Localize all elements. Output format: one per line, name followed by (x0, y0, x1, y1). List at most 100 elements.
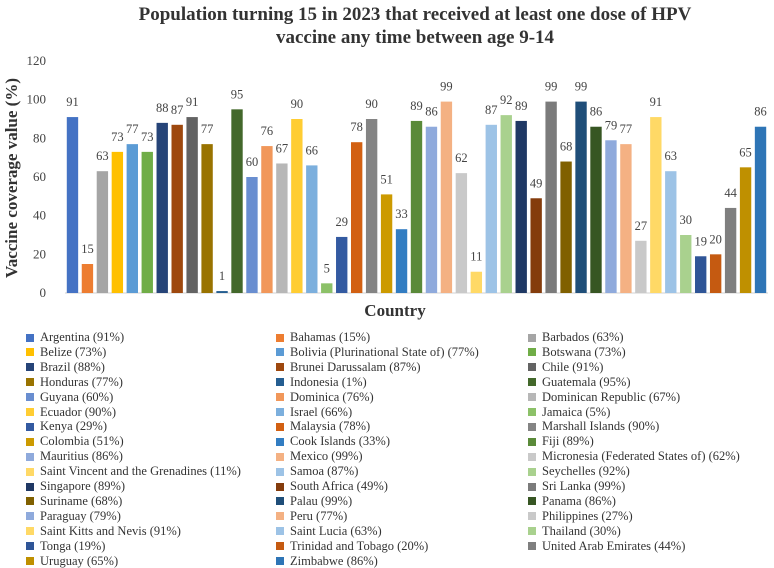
legend-item-37: Peru (77%) (276, 509, 347, 523)
data-label-23: 89 (410, 99, 423, 113)
legend-label: South Africa (49%) (290, 479, 388, 493)
legend-label: Cook Islands (33%) (290, 434, 390, 449)
bar-36 (605, 140, 617, 293)
bar-8 (186, 117, 198, 293)
data-label-15: 90 (291, 97, 304, 111)
legend-label: Saint Vincent and the Grenadines (11%) (40, 464, 241, 479)
chart-title-line-2: vaccine any time between age 9-14 (276, 27, 555, 48)
legend-item-45: Uruguay (65%) (26, 553, 119, 568)
legend-item-15: Ecuador (90%) (26, 405, 116, 419)
legend-item-46: Zimbabwe (86%) (276, 553, 378, 568)
bar-46 (754, 126, 767, 293)
bar-37 (620, 144, 632, 293)
y-tick-label: 40 (33, 208, 46, 223)
legend-item-16: Israel (66%) (276, 405, 352, 419)
data-label-12: 60 (246, 155, 259, 169)
bar-7 (171, 124, 183, 293)
bar-10 (216, 291, 228, 293)
legend-item-18: Kenya (29%) (26, 420, 107, 433)
legend-item-17: Jamaica (5%) (528, 405, 610, 419)
legend-label: Micronesia (Federated States of) (62%) (542, 449, 740, 464)
legend-swatch (276, 437, 284, 446)
legend-label: Uruguay (65%) (40, 553, 119, 568)
legend-swatch (528, 422, 536, 431)
bar-29 (500, 115, 512, 293)
legend-swatch (528, 437, 536, 446)
bar-44 (724, 207, 737, 293)
legend-item-39: Saint Kitts and Nevis (91%) (26, 524, 181, 538)
legend-swatch (26, 422, 34, 431)
bar-4 (126, 144, 138, 293)
bar-6 (156, 122, 168, 294)
legend-label: Brazil (88%) (40, 359, 105, 374)
legend-swatch (528, 452, 536, 461)
legend-label: Thailand (30%) (542, 523, 621, 538)
data-label-17: 5 (324, 261, 330, 275)
data-label-4: 77 (126, 122, 139, 136)
legend-item-20: Marshall Islands (90%) (528, 420, 659, 433)
data-label-35: 86 (590, 105, 603, 119)
bar-20 (365, 119, 378, 293)
legend-swatch (26, 408, 34, 416)
legend-item-6: Brazil (88%) (26, 359, 105, 374)
y-tick-label: 60 (33, 169, 46, 184)
legend-swatch (276, 363, 284, 372)
legend-swatch (26, 452, 34, 461)
data-label-34: 99 (575, 80, 588, 94)
data-label-20: 90 (365, 97, 378, 111)
legend-label: Kenya (29%) (40, 419, 107, 434)
legend-item-25: Mexico (99%) (276, 450, 363, 463)
legend-item-26: Micronesia (Federated States of) (62%) (528, 450, 740, 463)
legend-label: Philippines (27%) (542, 508, 633, 523)
bar-33 (560, 161, 572, 293)
legend-item-11: Guatemala (95%) (528, 374, 631, 389)
bar-12 (246, 177, 258, 293)
data-label-38: 27 (635, 219, 648, 233)
data-label-30: 89 (515, 99, 528, 113)
legend-item-42: Tonga (19%) (26, 539, 105, 553)
bar-34 (575, 101, 587, 293)
legend-label: Panama (86%) (542, 493, 616, 508)
legend-swatch (26, 363, 34, 372)
bar-2 (96, 171, 109, 293)
legend-label: Paraguay (79%) (40, 508, 121, 523)
bar-15 (291, 119, 303, 293)
legend-label: Mauritius (86%) (40, 449, 123, 464)
bar-17 (321, 283, 333, 293)
data-label-7: 87 (171, 103, 184, 117)
data-label-14: 67 (276, 141, 289, 155)
legend-item-22: Cook Islands (33%) (276, 435, 390, 448)
legend-swatch (26, 393, 34, 402)
legend-label: Zimbabwe (86%) (290, 553, 378, 568)
legend-swatch (276, 408, 284, 416)
bar-22 (395, 229, 408, 293)
bar-26 (455, 173, 468, 293)
legend-label: Malaysia (78%) (290, 419, 371, 434)
chart-title-line-1: Population turning 15 in 2023 that recei… (139, 4, 692, 25)
legend-item-24: Mauritius (86%) (26, 450, 123, 463)
legend-label: Seychelles (92%) (542, 464, 630, 479)
legend-swatch (26, 437, 34, 446)
legend-swatch (528, 363, 536, 372)
legend-item-5: Botswana (73%) (528, 345, 626, 359)
legend-label: Indonesia (1%) (290, 374, 367, 389)
bar-43 (709, 254, 722, 293)
legend-swatch (26, 542, 34, 551)
bar-42 (695, 256, 707, 293)
legend-swatch (528, 393, 536, 402)
legend-swatch (528, 482, 536, 491)
legend-label: Sri Lanka (99%) (542, 479, 626, 493)
data-label-3: 73 (111, 130, 124, 144)
data-label-1: 15 (81, 242, 94, 256)
data-label-28: 87 (485, 103, 498, 117)
legend-item-32: Sri Lanka (99%) (528, 480, 625, 493)
bar-series (66, 101, 767, 294)
bar-27 (470, 271, 483, 293)
legend-label: Marshall Islands (90%) (542, 419, 660, 434)
legend-label: Guyana (60%) (40, 389, 114, 404)
legend-item-19: Malaysia (78%) (276, 420, 370, 433)
legend-label: Guatemala (95%) (542, 374, 631, 389)
legend-item-4: Bolivia (Plurinational State of) (77%) (276, 345, 479, 359)
bar-30 (515, 120, 527, 294)
